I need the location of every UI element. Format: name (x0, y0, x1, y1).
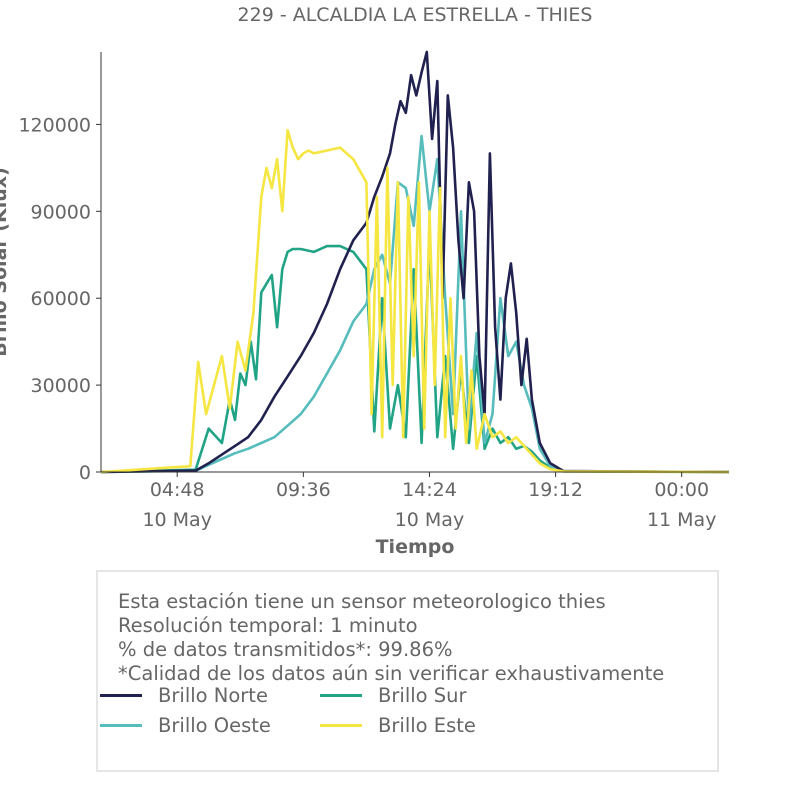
legend-swatch-norte (100, 693, 142, 697)
legend-label-norte: Brillo Norte (158, 683, 268, 707)
y-axis-label: Brillo Solar (Klux) (0, 167, 11, 357)
legend-swatch-oeste (100, 723, 142, 727)
y-tick-label: 0 (79, 462, 91, 484)
legend-label-sur: Brillo Sur (378, 683, 467, 707)
info-line-sensor: Esta estación tiene un sensor meteorolog… (118, 590, 606, 613)
series-line-brillo-sur (100, 239, 730, 474)
legend-swatch-este (320, 723, 362, 727)
info-lines: Esta estación tiene un sensor meteorolog… (118, 590, 664, 686)
x-ticks: 04:48 10 May 09:36 14:24 10 May 19:12 00:00 11 … (142, 472, 716, 531)
x-tick-label-time: 09:36 (276, 479, 331, 501)
info-line-quality: *Calidad de los datos aún sin verificar … (118, 662, 665, 685)
y-tick-label: 120000 (18, 114, 91, 136)
legend-swatch-sur (320, 693, 362, 697)
y-tick-label: 30000 (31, 375, 91, 397)
series-line-brillo-este (100, 128, 730, 474)
legend-label-oeste: Brillo Oeste (158, 713, 271, 737)
legend-item-brillo-norte: Brillo Norte (100, 680, 268, 710)
x-tick-label-time: 04:48 (150, 479, 205, 501)
legend-item-brillo-oeste: Brillo Oeste (100, 710, 271, 740)
x-tick-label-time: 19:12 (528, 479, 583, 501)
x-tick-label-date: 10 May (142, 509, 212, 531)
legend-item-brillo-sur: Brillo Sur (320, 680, 467, 710)
y-ticks: 0 30000 60000 90000 120000 (18, 114, 101, 484)
legend-label-este: Brillo Este (378, 713, 476, 737)
y-tick-label: 60000 (31, 288, 91, 310)
series-line-brillo-norte (100, 50, 730, 474)
info-line-transmitted: % de datos transmitidos*: 99.86% (118, 638, 453, 661)
x-tick-label-time: 14:24 (402, 479, 457, 501)
x-tick-label-date: 10 May (395, 509, 465, 531)
chart-title: 229 - ALCALDIA LA ESTRELLA - THIES (238, 4, 593, 26)
x-axis-label: Tiempo (376, 536, 455, 558)
x-tick-label-date: 11 May (647, 509, 717, 531)
chart: 229 - ALCALDIA LA ESTRELLA - THIES 0 3000… (0, 4, 730, 558)
y-tick-label: 90000 (31, 201, 91, 223)
plot-lines (100, 50, 730, 474)
legend-item-brillo-este: Brillo Este (320, 710, 476, 740)
info-box: Esta estación tiene un sensor meteorolog… (96, 570, 719, 772)
info-line-resolution: Resolución temporal: 1 minuto (118, 614, 418, 637)
x-tick-label-time: 00:00 (654, 479, 709, 501)
